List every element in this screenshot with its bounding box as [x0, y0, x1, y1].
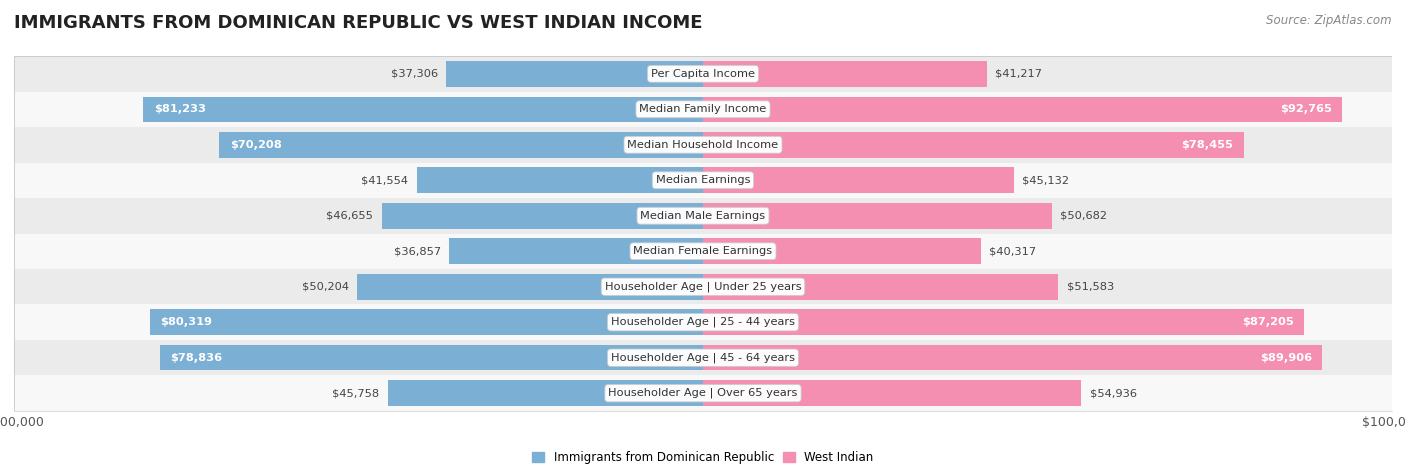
Bar: [14, 375, 1392, 411]
Text: $40,317: $40,317: [988, 246, 1036, 256]
Text: $89,906: $89,906: [1260, 353, 1312, 363]
Text: $50,682: $50,682: [1060, 211, 1108, 221]
Text: $78,455: $78,455: [1181, 140, 1233, 150]
Bar: [381, 203, 703, 228]
Text: $45,758: $45,758: [332, 388, 380, 398]
Bar: [14, 304, 1392, 340]
Bar: [357, 274, 703, 299]
Text: Source: ZipAtlas.com: Source: ZipAtlas.com: [1267, 14, 1392, 27]
Legend: Immigrants from Dominican Republic, West Indian: Immigrants from Dominican Republic, West…: [527, 446, 879, 467]
Bar: [14, 198, 1392, 234]
Text: Householder Age | 25 - 44 years: Householder Age | 25 - 44 years: [612, 317, 794, 327]
Bar: [703, 381, 1081, 406]
Bar: [160, 345, 703, 370]
Text: Median Earnings: Median Earnings: [655, 175, 751, 185]
Text: $87,205: $87,205: [1241, 317, 1294, 327]
Bar: [446, 61, 703, 86]
Text: Householder Age | 45 - 64 years: Householder Age | 45 - 64 years: [612, 353, 794, 363]
Text: Median Household Income: Median Household Income: [627, 140, 779, 150]
Bar: [14, 56, 1392, 92]
Bar: [143, 97, 703, 122]
Bar: [219, 132, 703, 157]
Text: $45,132: $45,132: [1022, 175, 1069, 185]
Bar: [14, 234, 1392, 269]
Bar: [703, 345, 1323, 370]
Text: IMMIGRANTS FROM DOMINICAN REPUBLIC VS WEST INDIAN INCOME: IMMIGRANTS FROM DOMINICAN REPUBLIC VS WE…: [14, 14, 703, 32]
Bar: [703, 203, 1052, 228]
Bar: [14, 92, 1392, 127]
Text: Householder Age | Over 65 years: Householder Age | Over 65 years: [609, 388, 797, 398]
Text: $46,655: $46,655: [326, 211, 374, 221]
Text: $41,554: $41,554: [361, 175, 409, 185]
Text: Householder Age | Under 25 years: Householder Age | Under 25 years: [605, 282, 801, 292]
Bar: [14, 127, 1392, 163]
Bar: [703, 132, 1243, 157]
Bar: [703, 310, 1303, 335]
Bar: [416, 168, 703, 193]
Text: Median Male Earnings: Median Male Earnings: [641, 211, 765, 221]
Text: Per Capita Income: Per Capita Income: [651, 69, 755, 79]
Text: Median Female Earnings: Median Female Earnings: [634, 246, 772, 256]
Bar: [388, 381, 703, 406]
Text: Median Family Income: Median Family Income: [640, 104, 766, 114]
Text: $70,208: $70,208: [229, 140, 281, 150]
Bar: [703, 274, 1059, 299]
Bar: [703, 168, 1014, 193]
Text: $36,857: $36,857: [394, 246, 441, 256]
Text: $41,217: $41,217: [995, 69, 1042, 79]
Bar: [449, 239, 703, 264]
Bar: [14, 269, 1392, 304]
Text: $54,936: $54,936: [1090, 388, 1136, 398]
Bar: [703, 239, 981, 264]
Text: $37,306: $37,306: [391, 69, 437, 79]
Text: $80,319: $80,319: [160, 317, 212, 327]
Text: $51,583: $51,583: [1067, 282, 1114, 292]
Bar: [703, 97, 1343, 122]
Bar: [149, 310, 703, 335]
Bar: [703, 61, 987, 86]
Text: $92,765: $92,765: [1279, 104, 1331, 114]
Text: $50,204: $50,204: [302, 282, 349, 292]
Bar: [14, 163, 1392, 198]
Text: $81,233: $81,233: [153, 104, 205, 114]
Bar: [14, 340, 1392, 375]
Text: $78,836: $78,836: [170, 353, 222, 363]
